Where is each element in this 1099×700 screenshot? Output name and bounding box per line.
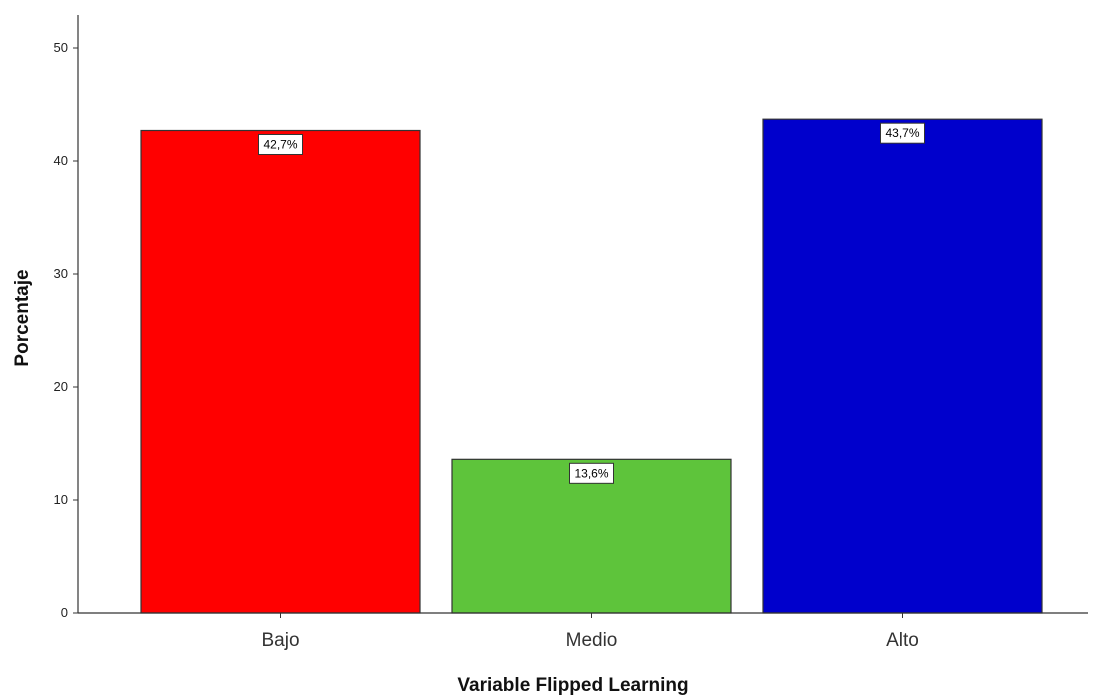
y-axis-ticks: 0 10 20 30 40 50: [54, 40, 78, 620]
data-label-text: 42,7%: [263, 137, 297, 151]
x-tick-label-bajo: Bajo: [261, 630, 299, 651]
x-tick-label-medio: Medio: [566, 630, 618, 651]
y-tick-label: 10: [54, 492, 68, 507]
data-label-text: 13,6%: [574, 466, 608, 480]
x-axis-category-labels: Bajo Medio Alto: [261, 613, 918, 651]
x-tick-label-alto: Alto: [886, 630, 919, 651]
y-axis-title: Porcentaje: [12, 269, 33, 366]
y-tick-label: 30: [54, 266, 68, 281]
data-label-text: 43,7%: [885, 126, 919, 140]
x-axis-title: Variable Flipped Learning: [457, 675, 688, 696]
data-label-bajo: 42,7%: [259, 134, 303, 154]
bars: [141, 119, 1042, 613]
y-tick-label: 40: [54, 153, 68, 168]
data-label-medio: 13,6%: [570, 463, 614, 483]
bar-bajo: [141, 130, 420, 613]
y-tick-label: 0: [61, 605, 68, 620]
data-label-alto: 43,7%: [881, 123, 925, 143]
y-tick-label: 50: [54, 40, 68, 55]
y-tick-label: 20: [54, 379, 68, 394]
bar-alto: [763, 119, 1042, 613]
